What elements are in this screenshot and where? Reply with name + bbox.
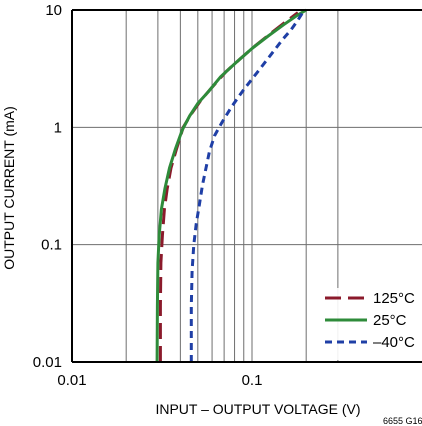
series-group <box>157 10 306 362</box>
legend-label-1: 25°C <box>373 312 407 329</box>
figure-id: 6655 G16 <box>383 416 422 426</box>
y-tick-label: 1 <box>54 119 62 136</box>
y-tick-label: 0.1 <box>41 237 62 254</box>
y-tick-label: 10 <box>45 2 62 19</box>
y-axis-title: OUTPUT CURRENT (mA) <box>1 106 17 270</box>
x-tick-label: 0.1 <box>242 372 263 389</box>
tick-labels: 0.01 0.1 1 10 0.01 0.1 <box>33 2 263 389</box>
series-line-2 <box>191 12 303 362</box>
x-tick-label: 0.01 <box>57 372 86 389</box>
series-line-1 <box>157 10 306 362</box>
legend-label-0: 125°C <box>373 290 415 307</box>
series-line-0 <box>160 13 298 362</box>
x-axis-title: INPUT – OUTPUT VOLTAGE (V) <box>155 401 360 417</box>
legend-label-2: –40°C <box>373 334 415 351</box>
legend: 125°C 25°C –40°C <box>320 288 421 360</box>
y-tick-label: 0.01 <box>33 354 62 371</box>
